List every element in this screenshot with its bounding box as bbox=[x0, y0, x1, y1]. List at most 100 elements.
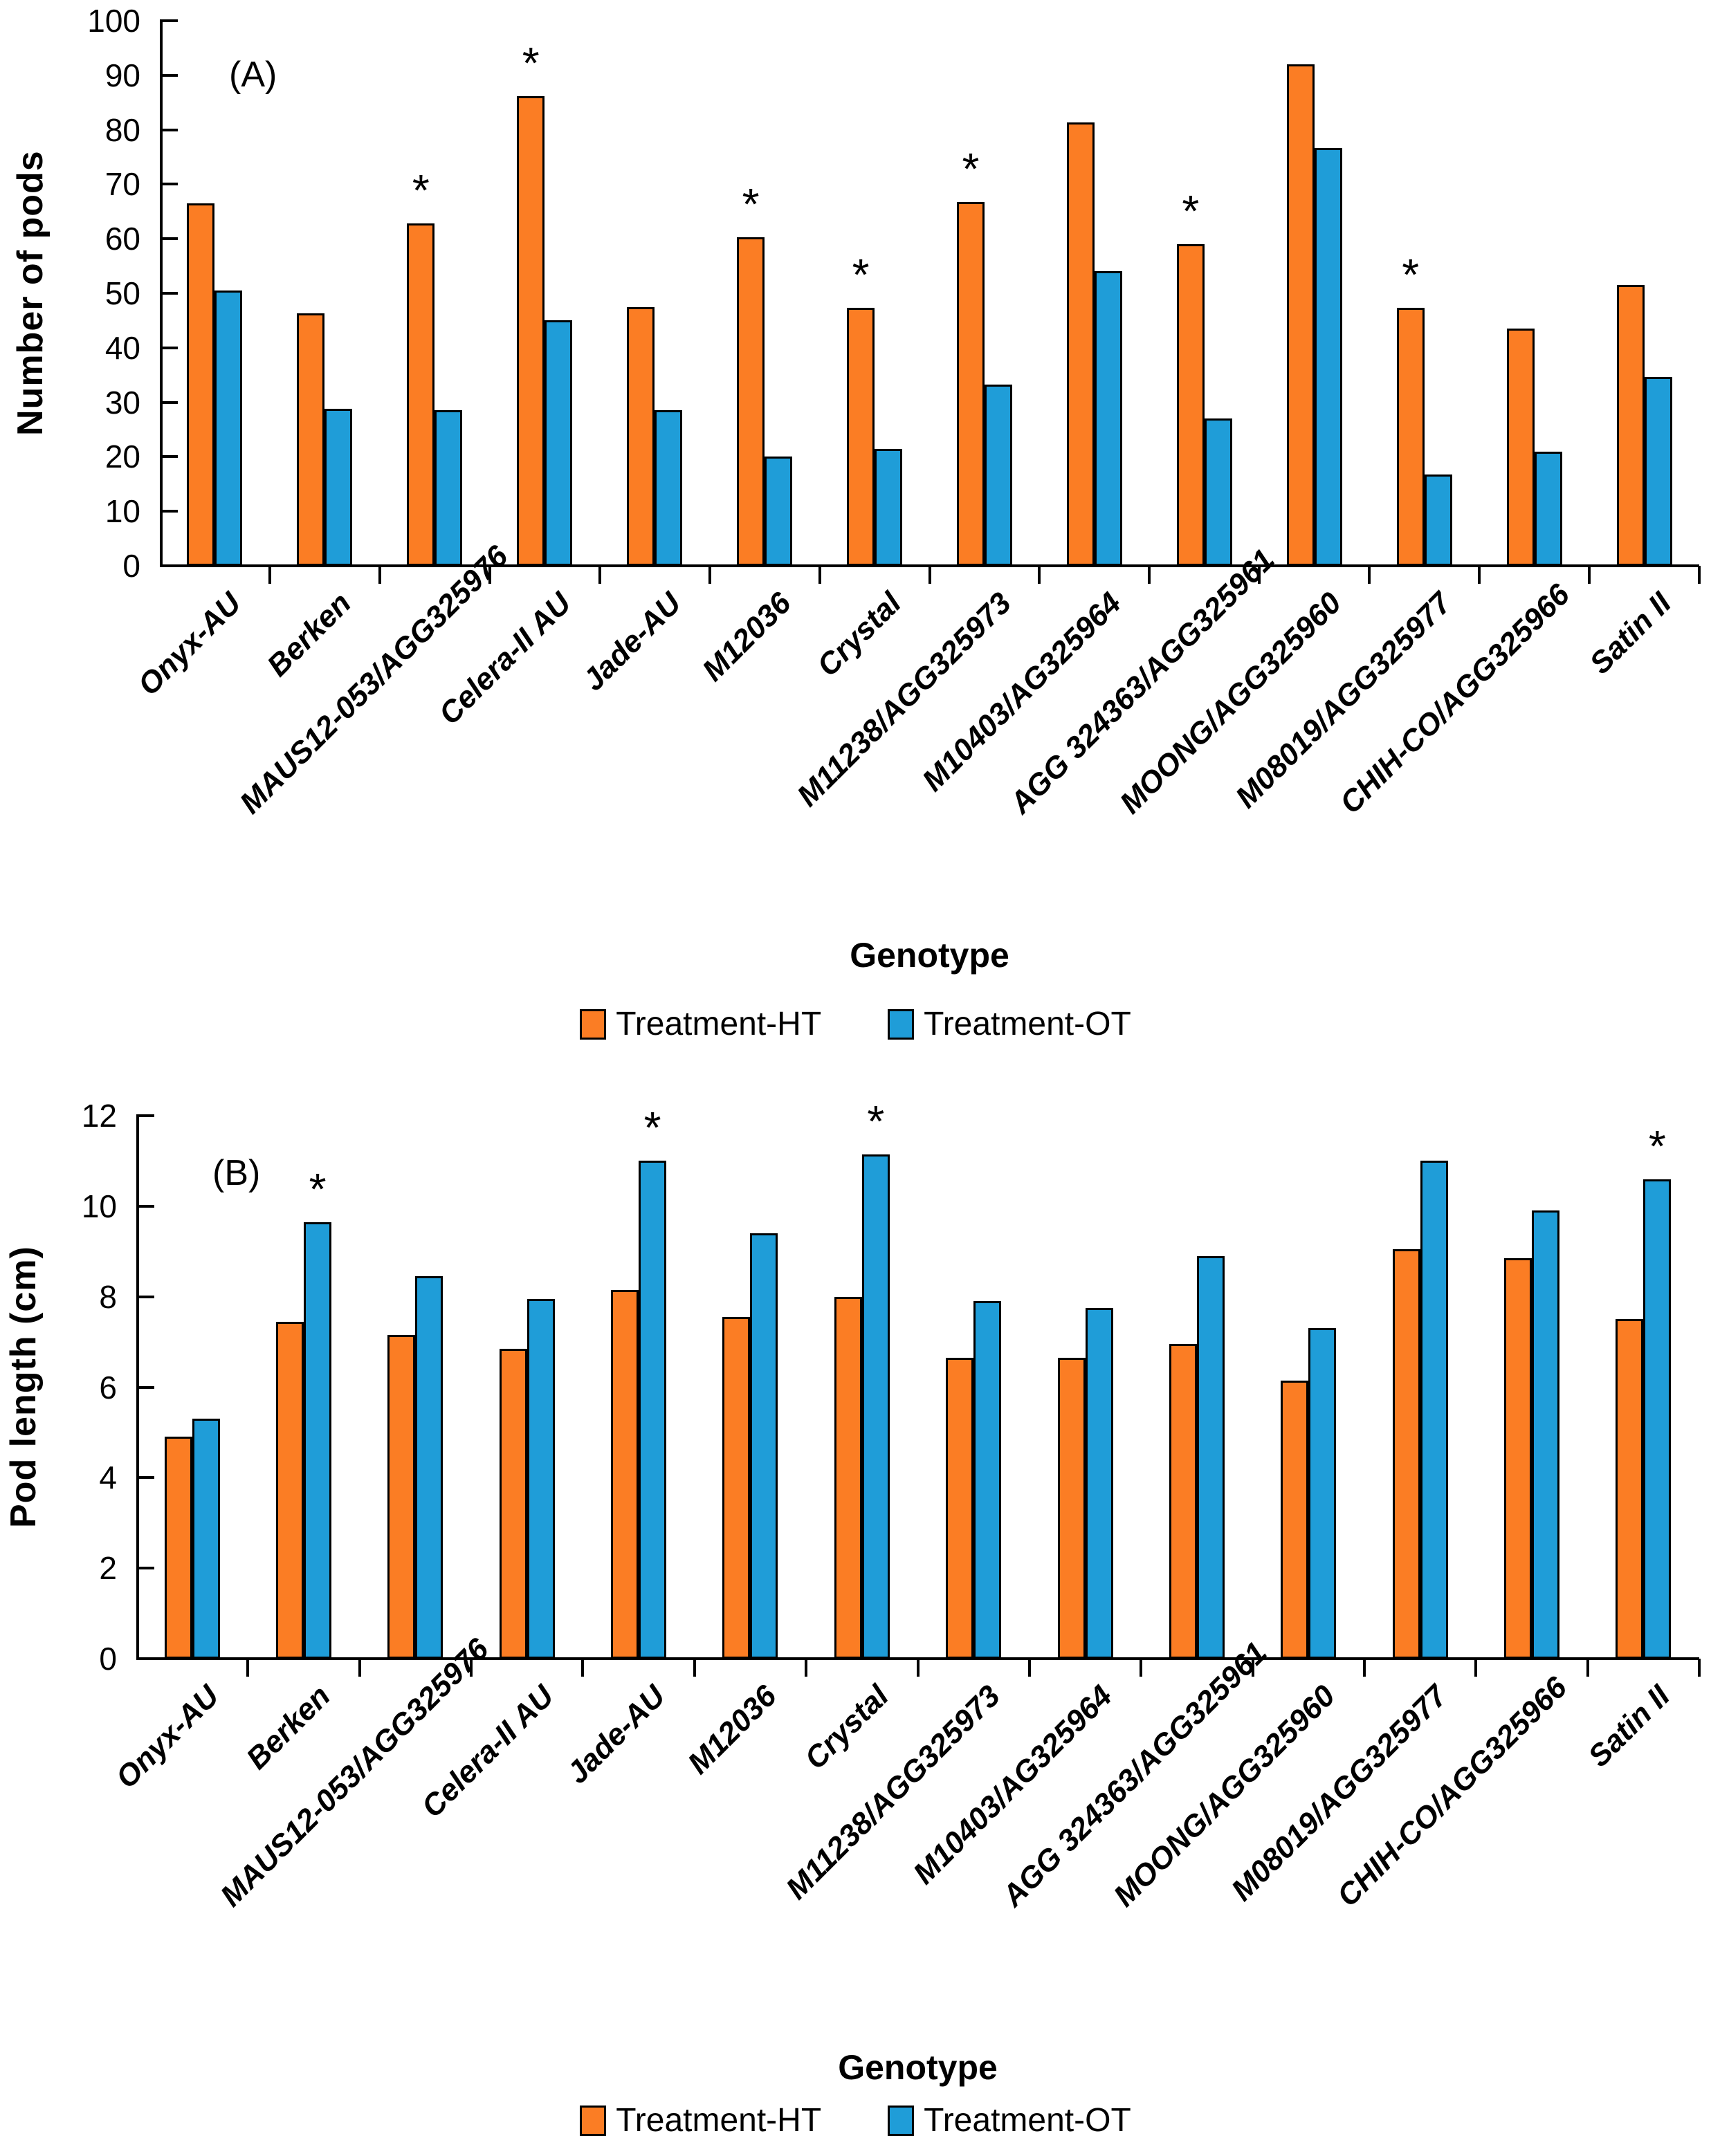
bar-ot-10 bbox=[1196, 1255, 1225, 1659]
x-category-label: M12036 bbox=[681, 1679, 784, 1781]
x-tick-mark bbox=[1362, 1659, 1366, 1677]
bar-ht-10 bbox=[1176, 244, 1205, 566]
bar-ot-8 bbox=[984, 384, 1012, 566]
x-tick-mark bbox=[378, 566, 381, 584]
bar-ht-3 bbox=[387, 1335, 416, 1659]
y-tick-mark bbox=[136, 1204, 154, 1208]
x-category-label: Onyx-AU bbox=[109, 1679, 226, 1796]
y-tick-mark bbox=[136, 1567, 154, 1570]
significance-star: * bbox=[852, 250, 870, 300]
bar-ot-2 bbox=[304, 1222, 332, 1659]
significance-star: * bbox=[309, 1163, 327, 1214]
y-axis-title-a: Number of pods bbox=[10, 150, 51, 436]
bar-ht-5 bbox=[611, 1289, 639, 1659]
bar-ht-6 bbox=[722, 1317, 751, 1659]
x-tick-mark bbox=[928, 566, 931, 584]
bar-ot-5 bbox=[655, 410, 683, 566]
y-tick-mark bbox=[160, 510, 178, 513]
significance-star: * bbox=[522, 37, 540, 88]
bar-ht-7 bbox=[847, 308, 875, 566]
legend-item-treatment-ht: Treatment-HT bbox=[580, 1006, 821, 1042]
bar-ht-2 bbox=[297, 313, 325, 566]
y-axis-title-b: Pod length (cm) bbox=[3, 1246, 44, 1529]
y-tick-mark bbox=[160, 19, 178, 22]
x-axis-title-a: Genotype bbox=[850, 936, 1009, 975]
x-category-label: AGG 324363/AGG325961 bbox=[1003, 542, 1281, 820]
x-category-label: AGG 324363/AGG325961 bbox=[996, 1635, 1274, 1913]
y-tick-mark bbox=[136, 1114, 154, 1117]
legend-swatch-ht-icon bbox=[580, 1009, 607, 1040]
x-category-label: Jade-AU bbox=[576, 586, 688, 698]
x-tick-mark bbox=[358, 1659, 361, 1677]
significance-star: * bbox=[1402, 250, 1420, 300]
bar-ht-12 bbox=[1396, 308, 1425, 566]
significance-star: * bbox=[962, 144, 980, 194]
y-tick-label: 10 bbox=[104, 493, 140, 530]
significance-star: * bbox=[1182, 186, 1200, 237]
bar-ot-1 bbox=[214, 291, 243, 566]
legend-swatch-ot-icon bbox=[888, 1009, 915, 1040]
x-category-label: CHIH-CO/AGG325966 bbox=[1333, 577, 1576, 820]
y-tick-label: 40 bbox=[104, 329, 140, 366]
bar-ht-3 bbox=[407, 223, 435, 566]
x-tick-mark bbox=[708, 566, 711, 584]
x-tick-mark bbox=[1586, 1659, 1589, 1677]
x-category-label: Berken bbox=[239, 1679, 337, 1776]
x-category-label: Crystal bbox=[798, 1679, 895, 1776]
legend-item-treatment-ot: Treatment-OT bbox=[888, 1006, 1131, 1042]
y-tick-mark bbox=[160, 292, 178, 295]
x-category-label: M10403/AG325964 bbox=[906, 1679, 1119, 1891]
bar-ht-1 bbox=[164, 1437, 192, 1659]
panel-label-a: (A) bbox=[229, 55, 277, 95]
bar-ot-11 bbox=[1308, 1328, 1337, 1659]
bar-ot-14 bbox=[1643, 1179, 1672, 1659]
x-tick-mark bbox=[581, 1659, 585, 1677]
y-tick-label: 50 bbox=[104, 275, 140, 311]
legend-label-ot: Treatment-OT bbox=[924, 1006, 1131, 1042]
bar-ht-4 bbox=[499, 1348, 527, 1659]
y-tick-label: 80 bbox=[104, 111, 140, 148]
y-tick-mark bbox=[136, 1385, 154, 1389]
bar-ht-12 bbox=[1392, 1249, 1420, 1659]
bar-ot-5 bbox=[639, 1161, 667, 1659]
significance-star: * bbox=[742, 178, 760, 229]
x-tick-mark bbox=[488, 566, 491, 584]
bar-ot-7 bbox=[861, 1154, 890, 1659]
bar-ht-7 bbox=[834, 1296, 862, 1659]
y-tick-mark bbox=[160, 237, 178, 241]
x-tick-mark bbox=[246, 1659, 250, 1677]
bar-ht-6 bbox=[737, 237, 765, 566]
y-tick-label: 0 bbox=[99, 1641, 117, 1677]
bar-ot-4 bbox=[545, 320, 573, 566]
x-category-label: Crystal bbox=[810, 586, 908, 683]
significance-star: * bbox=[643, 1103, 661, 1153]
legend-swatch-ot-icon bbox=[888, 2106, 915, 2136]
x-tick-mark bbox=[916, 1659, 919, 1677]
bar-ot-10 bbox=[1204, 418, 1232, 566]
y-tick-label: 0 bbox=[122, 548, 140, 584]
x-category-label: M11238/AGG325973 bbox=[780, 1679, 1007, 1906]
x-tick-mark bbox=[1258, 566, 1261, 584]
x-category-label: Satin II bbox=[1582, 586, 1678, 681]
x-category-label: CHIH-CO/AGG325966 bbox=[1330, 1670, 1574, 1913]
x-category-label: M12036 bbox=[695, 586, 798, 688]
y-tick-label: 100 bbox=[87, 3, 140, 39]
x-category-label: Celera-II AU bbox=[414, 1679, 560, 1825]
bar-ot-8 bbox=[973, 1301, 1002, 1659]
legend-label-ht: Treatment-HT bbox=[616, 1006, 822, 1042]
bar-ht-9 bbox=[1066, 122, 1095, 566]
x-tick-mark bbox=[1140, 1659, 1143, 1677]
x-tick-mark bbox=[1251, 1659, 1254, 1677]
bar-ht-8 bbox=[946, 1357, 974, 1659]
legend-label-ot: Treatment-OT bbox=[924, 2102, 1131, 2139]
y-tick-label: 12 bbox=[81, 1098, 117, 1134]
y-tick-mark bbox=[136, 1295, 154, 1298]
bar-ht-13 bbox=[1503, 1258, 1532, 1659]
x-category-label: M08019/AGG325977 bbox=[1229, 586, 1458, 815]
bar-ht-11 bbox=[1286, 64, 1315, 566]
bar-ht-11 bbox=[1281, 1380, 1309, 1659]
y-tick-mark bbox=[160, 128, 178, 131]
x-tick-mark bbox=[268, 566, 271, 584]
x-tick-mark bbox=[818, 566, 821, 584]
